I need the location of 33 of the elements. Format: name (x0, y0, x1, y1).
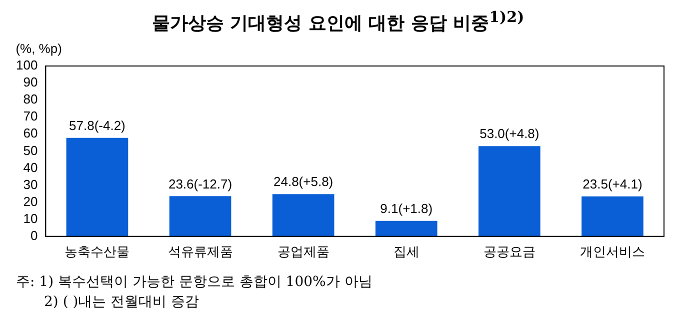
x-tick-label: 집세 (393, 244, 420, 259)
data-label: 24.8(+5.8) (274, 174, 334, 190)
data-label: 23.5(+4.1) (582, 176, 642, 192)
x-tick-label: 농축수산물 (64, 244, 130, 259)
data-label: 53.0(+4.8) (480, 126, 540, 142)
y-tick-label: 20 (23, 194, 38, 209)
y-tick-label: 30 (23, 176, 38, 192)
y-tick-label: 70 (23, 108, 38, 124)
bar (66, 138, 128, 236)
data-label: 57.8(-4.2) (69, 118, 126, 133)
x-tick-label: 개인서비스 (580, 244, 645, 259)
bar (478, 146, 540, 236)
y-tick-label: 60 (23, 126, 38, 141)
x-tick-label: 공업제품 (277, 244, 330, 259)
bar (272, 194, 334, 236)
y-tick-label: 40 (23, 160, 38, 175)
y-tick-label: 90 (23, 74, 38, 90)
y-tick-label: 0 (30, 228, 38, 243)
data-label: 9.1(+1.8) (380, 200, 433, 216)
text: 주: 1) 복수선택이 가능한 문항으로 총합이 100%가 아님 (15, 273, 374, 292)
bar (169, 196, 232, 236)
x-tick-label: 석유류제품 (168, 244, 233, 259)
bar (582, 196, 644, 236)
x-tick-label: 공공요금 (483, 244, 536, 259)
data-label: 23.6(-12.7) (168, 176, 232, 192)
text: 2) ( )내는 전월대비 증감 (43, 293, 200, 312)
y-tick-label: 100 (16, 58, 38, 73)
y-tick-label: 80 (23, 92, 38, 107)
chart-title: 물가상승 기대형성 요인에 대한 응답 비중$^{1)2)}$ (150, 8, 526, 36)
y-tick-label: 50 (23, 142, 38, 158)
bar (375, 220, 438, 236)
y-tick-label: 10 (23, 210, 38, 226)
y-axis-title: (%, %p) (16, 41, 62, 56)
